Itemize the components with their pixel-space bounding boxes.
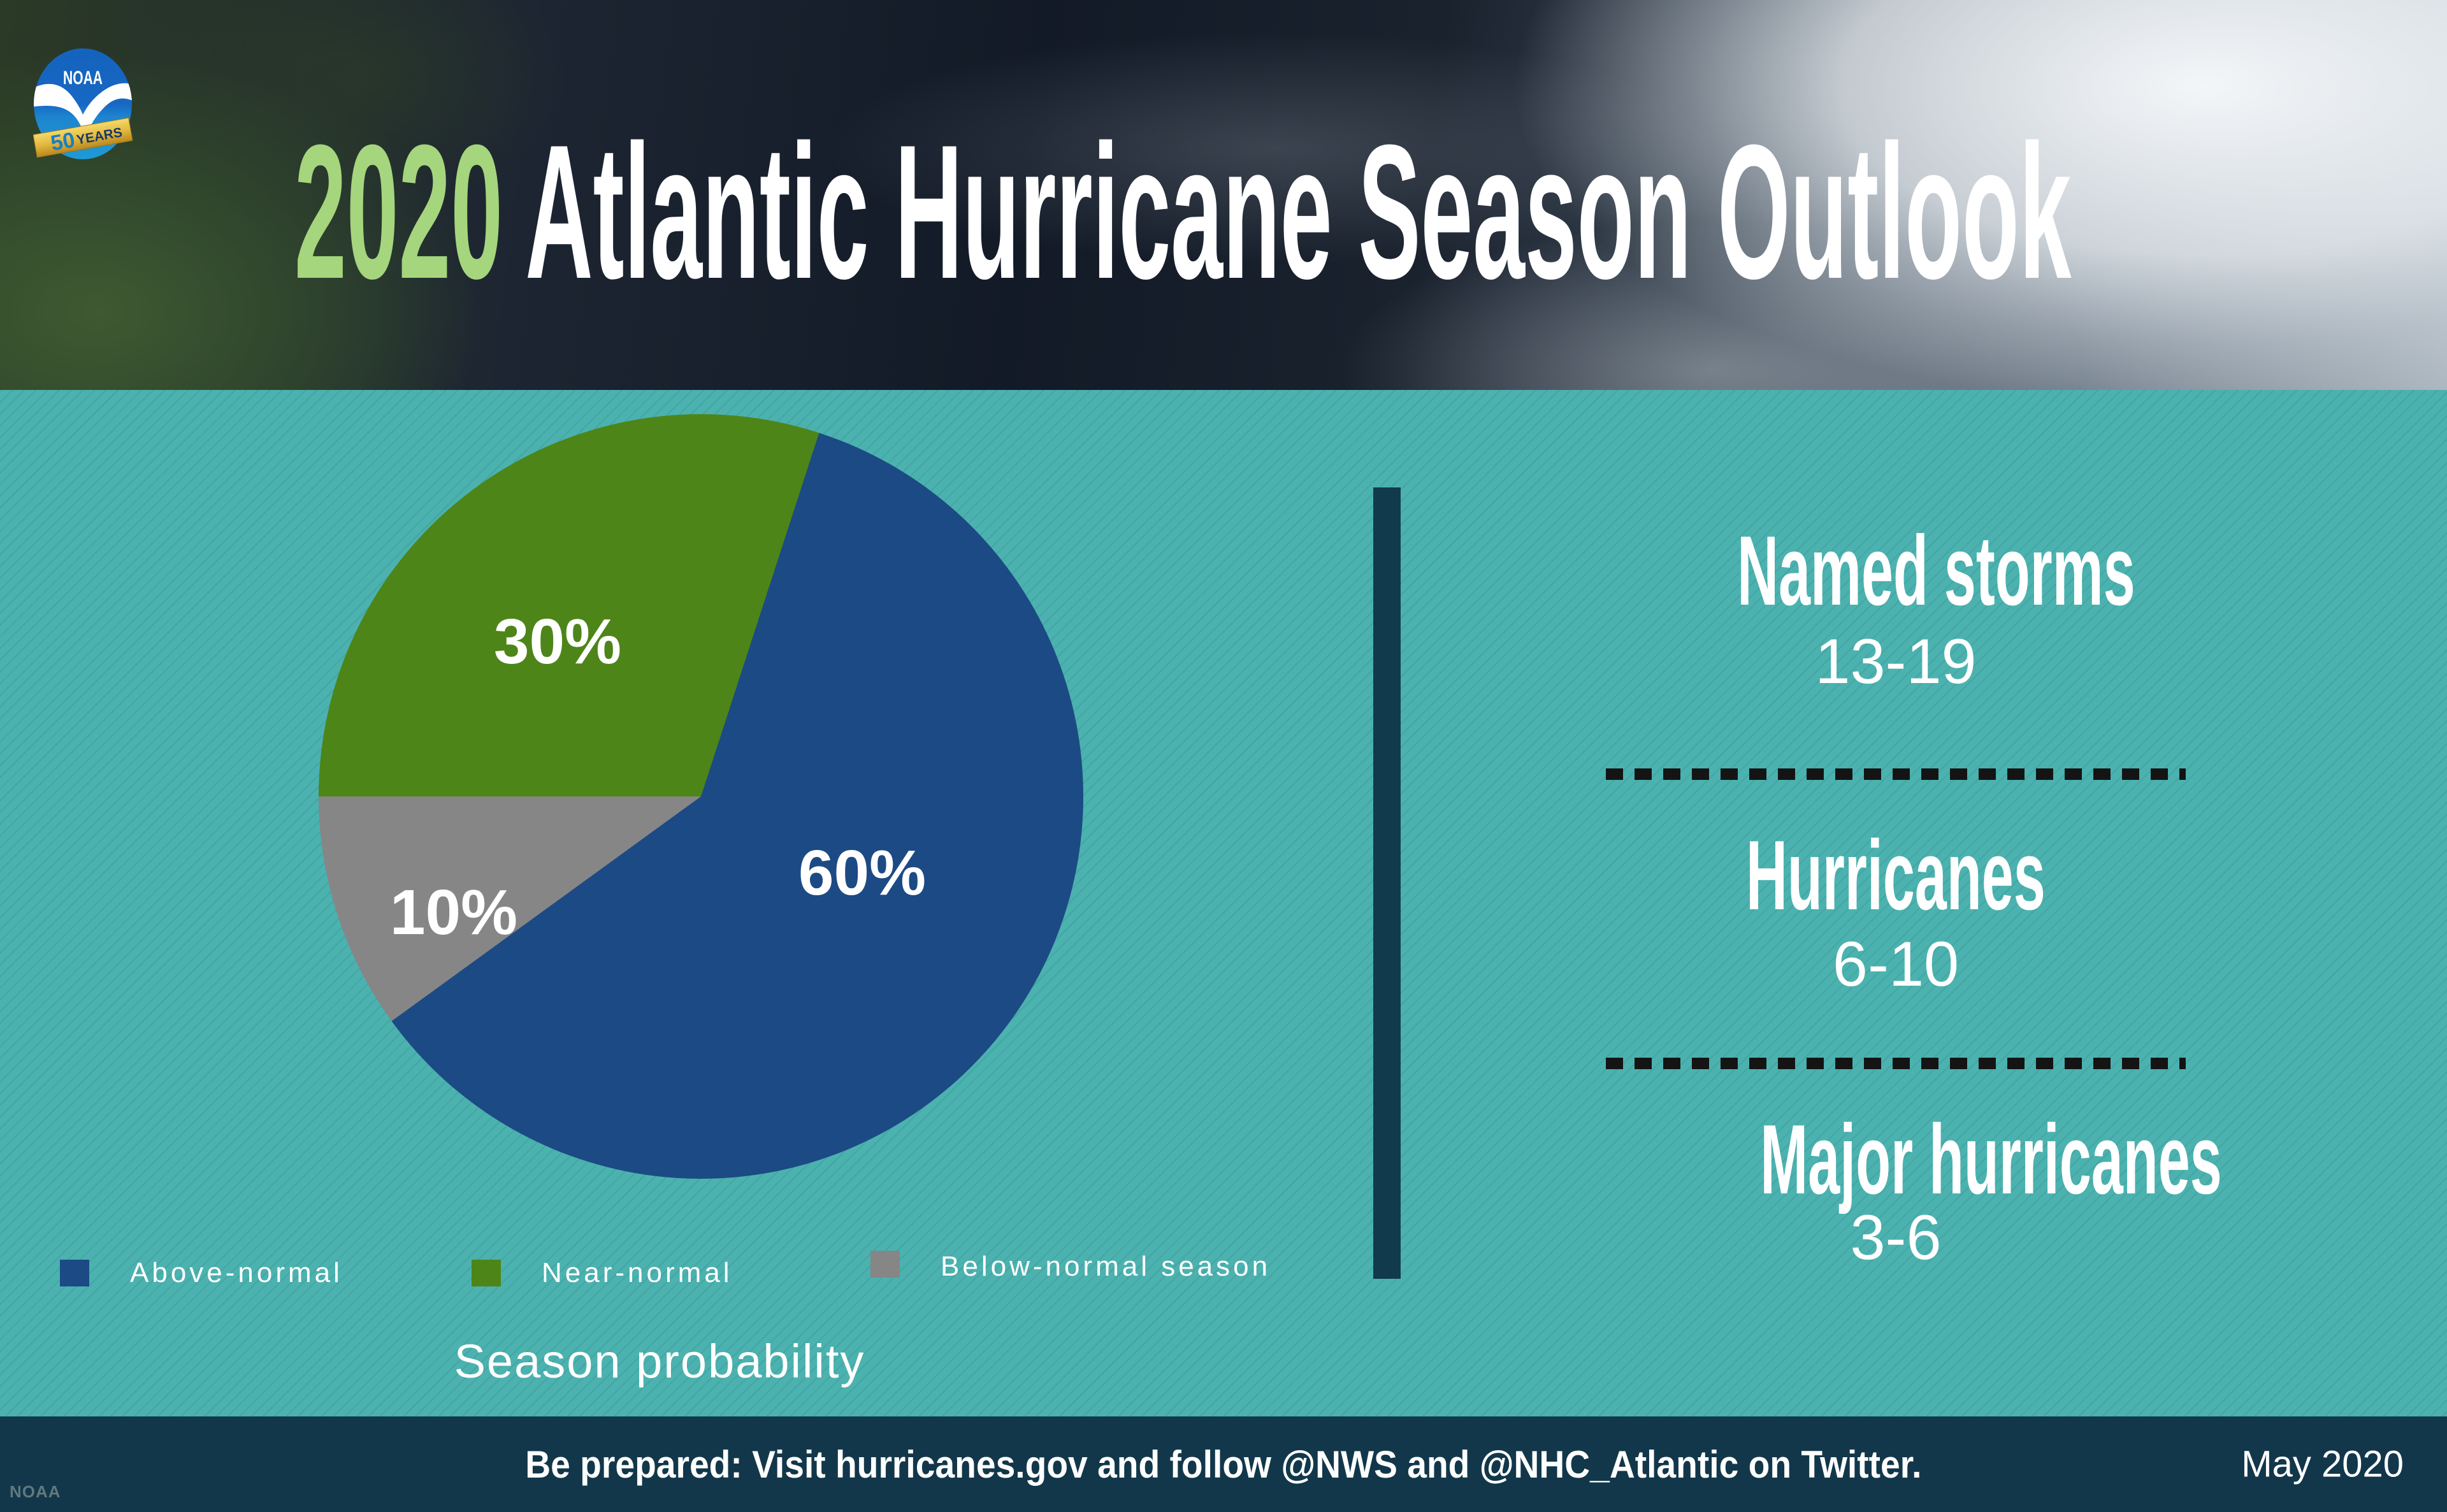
footer-date: May 2020 (2241, 1443, 2404, 1485)
stat-label-major-hurricanes: Major hurricanes (1760, 1104, 2222, 1214)
legend-swatch-below-normal (870, 1251, 900, 1278)
pie-chart: 60% 30% 10% (319, 414, 1083, 1179)
dotted-separator (1606, 768, 2186, 780)
header-satellite-banner: NOAA 50 YEARS 2020 Atlantic Hurricane Se… (0, 0, 2447, 390)
pie-slice-label-above-normal: 60% (798, 837, 927, 909)
logo-org-text: NOAA (63, 68, 103, 89)
legend-label-above-normal: Above-normal (130, 1257, 343, 1288)
legend-item-above-normal: Above-normal (60, 1256, 343, 1290)
dotted-separator (1606, 1058, 2186, 1069)
stat-value-major-hurricanes: 3-6 (1850, 1202, 1942, 1272)
title-text: Atlantic Hurricane Season Outlook (503, 104, 2072, 319)
legend-item-near-normal: Near-normal (472, 1256, 733, 1290)
logo-ribbon: 50 YEARS (33, 117, 133, 158)
stat-label-hurricanes: Hurricanes (1746, 820, 2046, 930)
pie-slice-label-near-normal: 30% (493, 606, 622, 677)
page-title: 2020 Atlantic Hurricane Season Outlook (294, 116, 2071, 307)
vertical-divider-bar (1373, 487, 1401, 1279)
footer-bar: Be prepared: Visit hurricanes.gov and fo… (0, 1416, 2447, 1512)
legend-label-near-normal: Near-normal (542, 1257, 733, 1288)
logo-anniversary-number: 50 (49, 128, 77, 156)
main-content: 60% 30% 10% Above-normal Near-normal Bel… (0, 390, 2447, 1416)
footer-message: Be prepared: Visit hurricanes.gov and fo… (525, 1443, 1922, 1486)
stats-panel: Named storms 13-19 Hurricanes 6-10 Major… (1593, 390, 2222, 1416)
noaa-50-years-logo: NOAA 50 YEARS (33, 48, 133, 159)
title-year: 2020 (294, 104, 503, 319)
legend-item-below-normal: Below-normal season (870, 1250, 1271, 1283)
legend-label-below-normal: Below-normal season (941, 1251, 1271, 1282)
footer-credit: NOAA (10, 1482, 61, 1501)
pie-slice-label-below-normal: 10% (389, 877, 518, 948)
stat-label-named-storms: Named storms (1737, 515, 2135, 626)
stat-value-hurricanes: 6-10 (1832, 928, 1960, 999)
legend-swatch-above-normal (60, 1260, 89, 1286)
chart-caption: Season probability (454, 1335, 865, 1388)
seagull-icon (34, 83, 132, 139)
stat-value-named-storms: 13-19 (1815, 626, 1977, 696)
legend-swatch-near-normal (472, 1260, 501, 1286)
